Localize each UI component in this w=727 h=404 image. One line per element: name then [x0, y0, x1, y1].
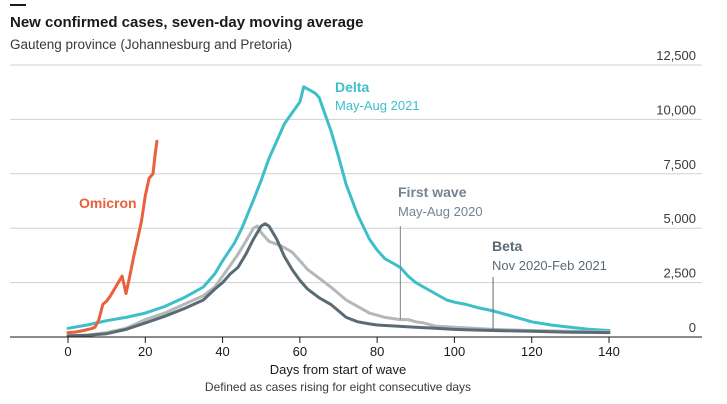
x-tick-label: 140 [598, 344, 620, 359]
series-label-omicron: Omicron [79, 195, 137, 211]
x-tick-label: 120 [521, 344, 543, 359]
series-period-first-wave: May-Aug 2020 [398, 204, 483, 219]
series-line-first-wave [66, 224, 611, 338]
x-axis-note: Defined as cases rising for eight consec… [204, 380, 472, 394]
y-tick-label: 12,500 [656, 48, 696, 63]
annotation-leaders [399, 226, 494, 331]
x-tick-label: 100 [444, 344, 466, 359]
series-label-delta: Delta [335, 79, 369, 95]
gridlines [10, 64, 702, 284]
chart-subtitle: Gauteng province (Johannesburg and Preto… [10, 37, 293, 52]
chart-title: New confirmed cases, seven-day moving av… [10, 14, 364, 31]
top-rule [10, 4, 26, 6]
x-axis: 0 20 40 60 80 100 120 140 [10, 336, 702, 359]
y-tick-label: 10,000 [656, 102, 696, 117]
series-line-delta [66, 85, 611, 332]
y-tick-labels: 0 2,500 5,000 7,500 10,000 12,500 [656, 48, 696, 335]
series-line-omicron [66, 139, 159, 335]
series-label-beta: Beta [492, 238, 523, 254]
y-tick-label: 2,500 [663, 266, 696, 281]
y-tick-label: 0 [689, 320, 696, 335]
x-tick-label: 40 [215, 344, 229, 359]
x-tick-label: 60 [293, 344, 307, 359]
x-tick-label: 0 [64, 344, 71, 359]
series-line-beta [66, 222, 611, 338]
x-axis-label: Days from start of wave [269, 362, 407, 377]
series-period-beta: Nov 2020-Feb 2021 [492, 258, 607, 273]
series-period-delta: May-Aug 2021 [335, 98, 420, 113]
y-tick-label: 7,500 [663, 157, 696, 172]
series-label-first-wave: First wave [398, 184, 467, 200]
x-tick-label: 80 [370, 344, 384, 359]
series-lines [66, 85, 611, 338]
x-tick-label: 20 [138, 344, 152, 359]
y-tick-label: 5,000 [663, 211, 696, 226]
